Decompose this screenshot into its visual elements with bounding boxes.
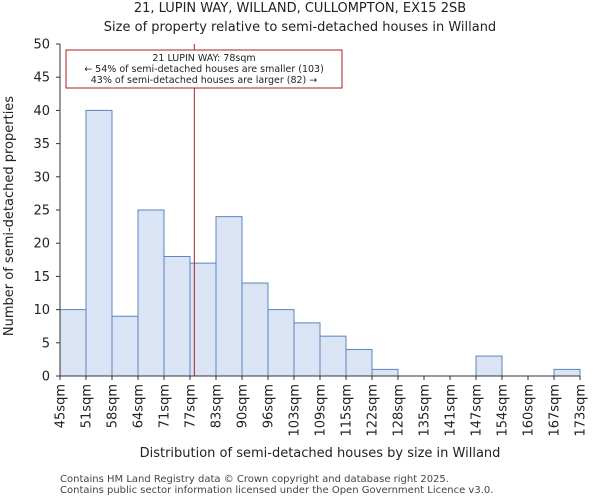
y-axis-ticks: 0 5 10 15 20 25 30 35 40 45 50 bbox=[33, 38, 60, 385]
x-tick-label: 167sqm bbox=[548, 384, 563, 437]
x-tick-label: 141sqm bbox=[444, 384, 459, 437]
y-tick-label: 40 bbox=[33, 104, 50, 119]
annotation-line-3: 43% of semi-detached houses are larger (… bbox=[91, 75, 318, 86]
bar-109sqm bbox=[319, 335, 347, 377]
x-axis-ticks: 45sqm 51sqm 58sqm 64sqm 71sqm 77sqm 83sqm 90sqm… bbox=[54, 376, 589, 437]
chart-title: 21, LUPIN WAY, WILLAND, CULLOMPTON, EX15… bbox=[134, 1, 466, 16]
bar-167sqm bbox=[553, 368, 581, 377]
x-tick-label: 147sqm bbox=[470, 384, 485, 437]
x-tick-label: 103sqm bbox=[288, 384, 303, 437]
x-tick-label: 83sqm bbox=[210, 384, 225, 428]
x-tick-label: 64sqm bbox=[132, 384, 147, 428]
x-tick-label: 115sqm bbox=[340, 384, 355, 437]
y-tick-label: 0 bbox=[42, 370, 50, 385]
x-tick-label: 51sqm bbox=[80, 384, 95, 428]
x-tick-label: 96sqm bbox=[262, 384, 277, 428]
x-tick-label: 90sqm bbox=[236, 384, 251, 428]
x-tick-label: 58sqm bbox=[106, 384, 121, 428]
bar-147sqm bbox=[475, 355, 503, 377]
x-tick-label: 173sqm bbox=[574, 384, 589, 437]
y-tick-label: 10 bbox=[33, 303, 50, 318]
annotation-box bbox=[65, 49, 343, 89]
annotation-line-1: 21 LUPIN WAY: 78sqm bbox=[152, 53, 255, 64]
y-axis-label: Number of semi-detached properties bbox=[2, 96, 17, 336]
x-axis-label: Distribution of semi-detached houses by … bbox=[140, 446, 501, 461]
bar-51sqm bbox=[85, 109, 113, 377]
annotation-line-2: ← 54% of semi-detached houses are smalle… bbox=[84, 64, 324, 75]
x-tick-label: 122sqm bbox=[366, 384, 381, 437]
bar-58sqm bbox=[111, 315, 139, 377]
bar-115sqm bbox=[345, 348, 373, 377]
y-tick-label: 5 bbox=[42, 336, 50, 351]
y-tick-label: 45 bbox=[33, 71, 50, 86]
x-tick-label: 77sqm bbox=[184, 384, 199, 428]
x-tick-label: 154sqm bbox=[496, 384, 511, 437]
x-tick-label: 71sqm bbox=[158, 384, 173, 428]
bar-64sqm bbox=[137, 209, 165, 377]
x-tick-label: 109sqm bbox=[314, 384, 329, 437]
bar-83sqm bbox=[215, 216, 243, 377]
bar-122sqm bbox=[371, 368, 399, 377]
chart-subtitle: Size of property relative to semi-detach… bbox=[104, 20, 496, 35]
footer-line-1: Contains HM Land Registry data © Crown c… bbox=[60, 474, 449, 485]
bar-90sqm bbox=[241, 282, 269, 377]
y-tick-label: 50 bbox=[33, 38, 50, 53]
x-tick-label: 128sqm bbox=[392, 384, 407, 437]
y-tick-label: 20 bbox=[33, 237, 50, 252]
y-tick-label: 25 bbox=[33, 204, 50, 219]
bars-group bbox=[59, 109, 581, 377]
bar-71sqm bbox=[163, 255, 191, 377]
x-tick-label: 135sqm bbox=[418, 384, 433, 437]
bar-103sqm bbox=[293, 322, 321, 377]
y-tick-label: 35 bbox=[33, 137, 50, 152]
x-tick-label: 45sqm bbox=[54, 384, 69, 428]
footer-line-2: Contains public sector information licen… bbox=[60, 485, 494, 496]
footer-attribution: Contains HM Land Registry data © Crown c… bbox=[60, 474, 493, 496]
y-tick-label: 30 bbox=[33, 170, 50, 185]
y-tick-label: 15 bbox=[33, 270, 50, 285]
bar-96sqm bbox=[267, 309, 295, 377]
x-tick-label: 160sqm bbox=[522, 384, 537, 437]
bar-45sqm bbox=[59, 309, 87, 377]
property-marker: 21 LUPIN WAY: 78sqm← 54% of semi-detache… bbox=[65, 44, 343, 376]
